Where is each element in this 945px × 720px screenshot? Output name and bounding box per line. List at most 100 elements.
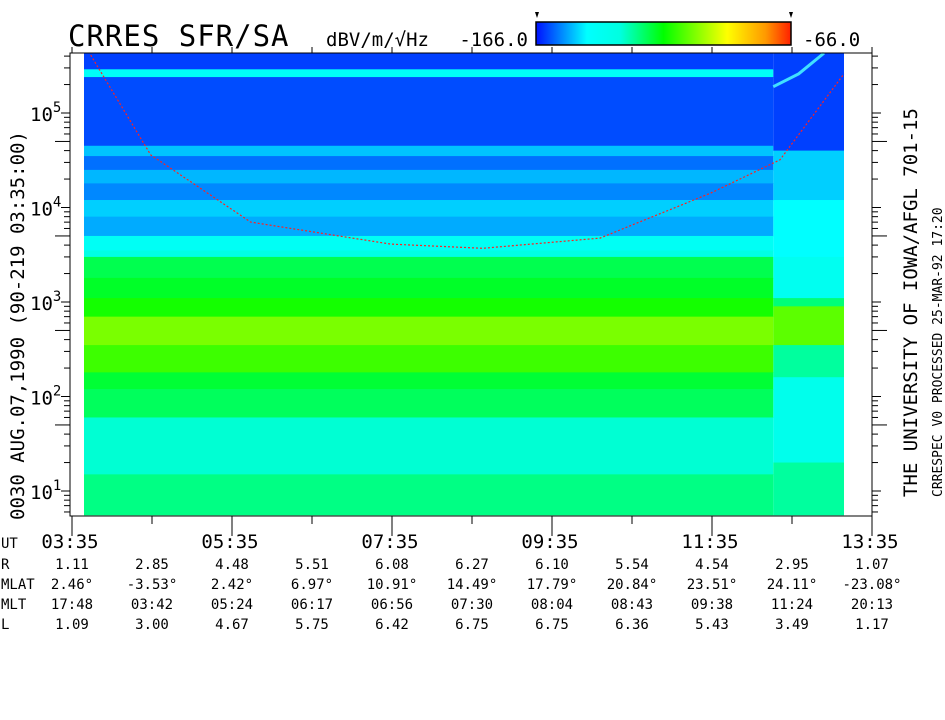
spectrogram-band	[773, 377, 844, 464]
spectrogram-band	[773, 306, 844, 346]
ephemeris-cell: 06:17	[291, 597, 333, 613]
spectrogram-band	[84, 389, 774, 418]
colorbar-units: dBV/m/√Hz	[326, 29, 429, 51]
emission-line	[772, 51, 825, 89]
spectrogram-image	[84, 53, 844, 516]
spectrogram-band	[84, 183, 774, 201]
spectrogram-band	[84, 345, 774, 373]
ephemeris-cell: -3.53°	[127, 577, 178, 593]
spectrogram-band	[84, 298, 774, 318]
y-tick-label: 102	[30, 384, 61, 410]
ephemeris-cell: 2.46°	[51, 577, 93, 593]
spectrogram-band	[84, 156, 774, 171]
ephemeris-cell: 17:48	[51, 597, 93, 613]
ephemeris-cell: 3.00	[135, 617, 169, 633]
ephemeris-row-label: UT	[1, 536, 18, 552]
spectrogram-band	[84, 417, 774, 475]
colorbar-min-label: -166.0	[459, 29, 528, 51]
ephemeris-cell: 20.84°	[607, 577, 658, 593]
ephemeris-cell: 14.49°	[447, 577, 498, 593]
spectrogram-band	[84, 235, 774, 252]
spectrogram-band	[773, 298, 844, 307]
ephemeris-cell: 2.85	[135, 557, 169, 573]
ephemeris-cell: 24.11°	[767, 577, 818, 593]
ephemeris-cell: 06:56	[371, 597, 413, 613]
y-tick-label: 104	[30, 195, 61, 221]
spectrogram-band	[84, 277, 774, 299]
ephemeris-cell: 4.54	[695, 557, 729, 573]
ephemeris-row-label: MLAT	[1, 577, 35, 593]
y-axis-ticks	[55, 55, 887, 513]
ephemeris-cell: -23.08°	[842, 577, 901, 593]
ephemeris-cell: 6.10	[535, 557, 569, 573]
spectrogram-band	[773, 150, 844, 201]
y-tick-label: 101	[30, 478, 61, 504]
ephemeris-cell: 4.48	[215, 557, 249, 573]
right-processing-label: CRRESPEC V0 PROCESSED 25-MAR-92 17:20	[931, 207, 945, 497]
ephemeris-cell: 23.51°	[687, 577, 738, 593]
spectrogram-band	[773, 200, 844, 258]
spectrogram-band	[84, 200, 774, 218]
ephemeris-cell: 5.43	[695, 617, 729, 633]
spectrogram-band	[84, 169, 774, 184]
colorbar-min-marker-icon	[535, 12, 539, 18]
ephemeris-cell: 6.75	[535, 617, 569, 633]
colorbar-max-marker-icon	[789, 12, 793, 18]
ephemeris-cell: 5.54	[615, 557, 649, 573]
ephemeris-cell: 08:04	[531, 597, 573, 613]
ephemeris-cell: 6.27	[455, 557, 489, 573]
spectrogram-band	[84, 474, 774, 516]
spectrogram-band	[84, 216, 774, 237]
x-axis-ticks	[71, 47, 873, 536]
plot-frame	[69, 52, 873, 517]
colorbar	[535, 21, 792, 46]
ephemeris-cell: 03:42	[131, 597, 173, 613]
ephemeris-cell: 07:30	[451, 597, 493, 613]
ephemeris-cell: 09:38	[691, 597, 733, 613]
ephemeris-cell: 10.91°	[367, 577, 418, 593]
ephemeris-cell: 11:24	[771, 597, 813, 613]
ephemeris-cell: 5.51	[295, 557, 329, 573]
spectrogram-band	[84, 53, 774, 70]
spectrogram-band	[773, 256, 844, 299]
spectrogram-band	[84, 69, 774, 78]
y-axis-labels: 105 104 103 102 101	[30, 100, 61, 504]
ephemeris-cell: 13:35	[841, 531, 898, 553]
spectrogram-band	[84, 77, 774, 147]
ephemeris-cell: 6.97°	[291, 577, 333, 593]
ephemeris-cell: 08:43	[611, 597, 653, 613]
ephemeris-cell: 6.08	[375, 557, 409, 573]
fce-line	[90, 54, 845, 249]
ephemeris-cell: 6.36	[615, 617, 649, 633]
y-tick-label: 103	[30, 289, 61, 315]
ephemeris-cell: 1.11	[55, 557, 89, 573]
ephemeris-cell: 4.67	[215, 617, 249, 633]
ephemeris-cell: 09:35	[521, 531, 578, 553]
spectrogram-band	[773, 53, 844, 152]
ephemeris-cell: 03:35	[41, 531, 98, 553]
spectrogram-band	[84, 256, 774, 279]
right-institution-label: THE UNIVERSITY OF IOWA/AFGL 701-15	[900, 108, 922, 497]
ephemeris-cell: 6.42	[375, 617, 409, 633]
colorbar-max-label: -66.0	[803, 29, 860, 51]
ephemeris-cell: 17.79°	[527, 577, 578, 593]
spectrogram-band	[84, 372, 774, 390]
ephemeris-cell: 6.75	[455, 617, 489, 633]
ephemeris-cell: 1.09	[55, 617, 89, 633]
ephemeris-cell: 07:35	[361, 531, 418, 553]
ephemeris-cell: 2.42°	[211, 577, 253, 593]
spectrogram-band	[773, 345, 844, 378]
ephemeris-row-label: MLT	[1, 597, 27, 613]
ephemeris-cell: 5.75	[295, 617, 329, 633]
ephemeris-cell: 1.07	[855, 557, 889, 573]
chart-title: CRRES SFR/SA	[68, 19, 290, 53]
spectrogram-band	[84, 316, 774, 346]
ephemeris-cell: 11:35	[681, 531, 738, 553]
y-tick-label: 105	[30, 100, 61, 126]
left-date-label: 0030 AUG.07,1990 (90-219 03:35:00)	[7, 131, 29, 520]
ephemeris-cell: 1.17	[855, 617, 889, 633]
spectrogram-band	[84, 250, 774, 258]
spectrogram-band	[773, 462, 844, 516]
ephemeris-cell: 2.95	[775, 557, 809, 573]
